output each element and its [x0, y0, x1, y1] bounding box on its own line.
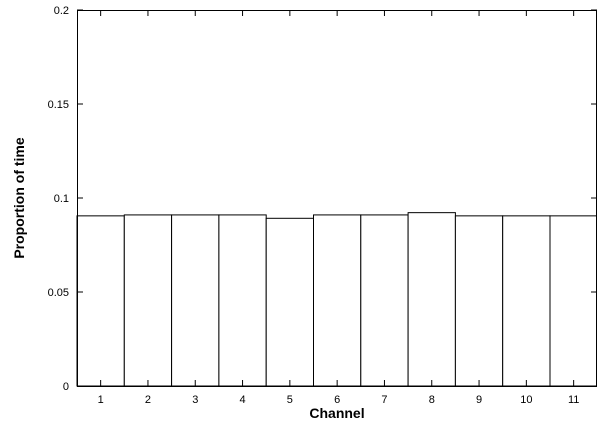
bar-channel-11	[549, 215, 597, 387]
y-tick-label: 0.2	[54, 5, 69, 17]
x-tick-label: 3	[192, 394, 198, 406]
x-tick-label: 6	[334, 394, 340, 406]
bar-channel-10	[502, 215, 551, 387]
x-tick-label: 8	[429, 394, 435, 406]
y-axis-label: Proportion of time	[11, 137, 27, 259]
x-axis-label: Channel	[309, 405, 364, 421]
y-tick-labels: 0 0.05 0.1 0.15 0.2	[48, 5, 69, 393]
bar-channel-3	[171, 214, 220, 387]
y-tick-label: 0.15	[48, 99, 69, 111]
x-tick-label: 11	[568, 394, 579, 406]
bar-channel-8	[407, 212, 456, 387]
bar-channel-9	[454, 215, 504, 387]
y-tick-label: 0	[63, 381, 69, 393]
y-tick-label: 0.1	[54, 193, 69, 205]
x-tick-label: 7	[381, 394, 387, 406]
bar-channel-7	[360, 214, 409, 387]
x-tick-label: 10	[520, 394, 532, 406]
bar-channel-4	[218, 214, 267, 387]
x-tick-label: 4	[239, 394, 245, 406]
y-tick-label: 0.05	[48, 287, 69, 299]
x-tick-label: 5	[287, 394, 293, 406]
bar-channel-6	[313, 214, 362, 387]
bar-channel-5	[265, 217, 315, 387]
x-tick-label: 1	[98, 394, 104, 406]
x-tick-labels: 1 2 3 4 5 6 7 8 9 10 11	[98, 394, 580, 406]
x-tick-label: 2	[145, 394, 151, 406]
x-tick-label: 9	[476, 394, 482, 406]
bar-channel-2	[123, 214, 173, 387]
bar-channel-1	[76, 215, 125, 387]
bars-group	[76, 212, 597, 387]
